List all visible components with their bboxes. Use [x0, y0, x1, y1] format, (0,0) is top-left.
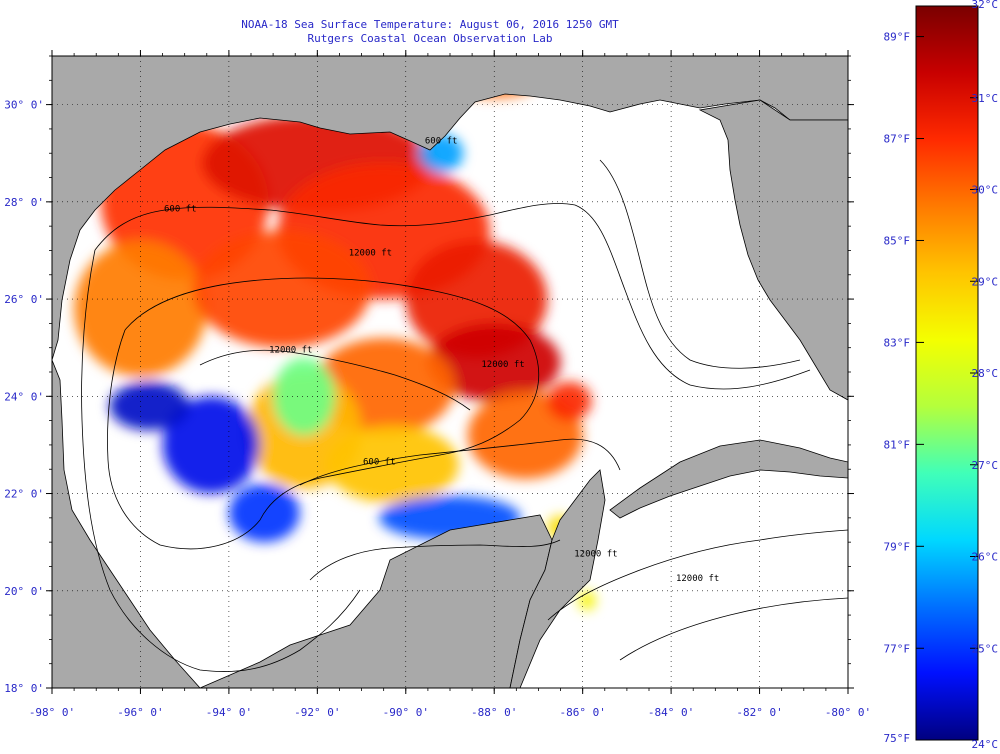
sst-patch: [427, 323, 561, 402]
contour-600ft-west: [81, 249, 361, 672]
colorbar-fahrenheit-label: 89°F: [884, 31, 911, 44]
contour-600ft-north: [94, 203, 811, 390]
lon-tick-label: -80° 0': [825, 706, 871, 719]
contour-label: 600 ft: [425, 137, 458, 147]
lat-tick-label: 28° 0': [4, 196, 44, 209]
colorbar-celsius-label: 26°C: [972, 551, 999, 564]
graticule: [52, 56, 848, 688]
colorbar-gradient: [915, 5, 979, 741]
land-mexico-west: [52, 359, 201, 688]
lat-tick-label: 30° 0': [4, 99, 44, 112]
land-yucatan: [509, 469, 606, 688]
colorbar-celsius-label: 28°C: [972, 367, 999, 380]
lat-tick-label: 26° 0': [4, 293, 44, 306]
map-subtitle: Rutgers Coastal Ocean Observation Lab: [307, 32, 553, 45]
contour-label: 12000 ft: [574, 550, 617, 560]
contour-600ft-florida-shelf: [599, 159, 801, 369]
colorbar-fahrenheit-label: 87°F: [884, 133, 911, 146]
lon-tick-label: -90° 0': [383, 706, 429, 719]
lon-tick-label: -92° 0': [294, 706, 340, 719]
colorbar-fahrenheit-label: 85°F: [884, 234, 911, 247]
contour-label: 12000 ft: [481, 360, 524, 370]
contour-label: 12000 ft: [676, 574, 719, 584]
contour-labels: 600 ft 12000 ft 600 ft 12000 ft 12000 ft 600 …: [164, 137, 719, 585]
land-florida: [698, 99, 848, 401]
sst-patch: [273, 357, 336, 436]
contour-label: 600 ft: [164, 205, 197, 215]
map-title: NOAA-18 Sea Surface Temperature: August …: [241, 18, 619, 31]
sst-patch: [109, 381, 190, 431]
sst-data-layer: [74, 73, 596, 611]
colorbar-fahrenheit-label: 83°F: [884, 336, 911, 349]
lat-tick-label: 18° 0': [4, 682, 44, 695]
sst-patch: [547, 381, 592, 421]
lon-tick-label: -96° 0': [117, 706, 163, 719]
bathymetry-contours: [81, 159, 848, 672]
lon-tick-label: -98° 0': [29, 706, 75, 719]
land-mask: [52, 56, 848, 688]
sst-patch: [162, 396, 260, 494]
lon-tick-label: -94° 0': [206, 706, 252, 719]
colorbar-fahrenheit-ticks: 89°F 87°F 85°F 83°F 81°F 79°F 77°F 75°F: [884, 31, 924, 745]
colorbar-celsius-label: 30°C: [972, 184, 999, 197]
colorbar-fahrenheit-label: 79°F: [884, 540, 911, 553]
land-cuba: [609, 439, 848, 519]
contour-label: 600 ft: [363, 457, 396, 467]
colorbar-celsius-label: 25°C: [972, 642, 999, 655]
colorbar-celsius-label: 27°C: [972, 459, 999, 472]
contour-600ft-yucatan: [299, 438, 621, 486]
lat-tick-label: 22° 0': [4, 488, 44, 501]
land-us-north: [52, 56, 848, 361]
contour-12000ft-caribbean: [619, 597, 848, 661]
colorbar-fahrenheit-label: 81°F: [884, 438, 911, 451]
lon-tick-label: -82° 0': [736, 706, 782, 719]
sst-patch: [326, 425, 459, 504]
lon-tick-label: -88° 0': [471, 706, 517, 719]
map-axes: -98° 0' -96° 0' -94° 0' -92° 0' -90° 0' -88° …: [4, 50, 871, 719]
colorbar-celsius-label: 29°C: [972, 275, 999, 288]
contour-12000ft: [107, 277, 540, 550]
colorbar-celsius-label: 24°C: [972, 738, 999, 751]
colorbar-celsius-ticks: 32°C 31°C 30°C 29°C 28°C 27°C 26°C 25°C 24°C: [970, 0, 998, 751]
contour-label: 12000 ft: [269, 346, 312, 356]
colorbar-fahrenheit-label: 77°F: [884, 642, 911, 655]
colorbar-celsius-label: 31°C: [972, 92, 999, 105]
colorbar: 32°C 31°C 30°C 29°C 28°C 27°C 26°C 25°C 24°C 89°…: [884, 0, 999, 751]
sst-patch: [193, 231, 371, 348]
lon-tick-label: -84° 0': [648, 706, 694, 719]
lat-tick-label: 20° 0': [4, 585, 44, 598]
colorbar-fahrenheit-label: 75°F: [884, 732, 911, 745]
lon-tick-label: -86° 0': [559, 706, 605, 719]
contour-12000ft-south: [547, 529, 848, 621]
lat-tick-label: 24° 0': [4, 390, 44, 403]
contour-campeche-shelf: [309, 539, 561, 581]
sst-patch: [74, 240, 207, 377]
contour-label: 12000 ft: [349, 248, 392, 258]
contour-12000ft-mid: [199, 349, 471, 411]
colorbar-celsius-label: 32°C: [972, 0, 999, 11]
